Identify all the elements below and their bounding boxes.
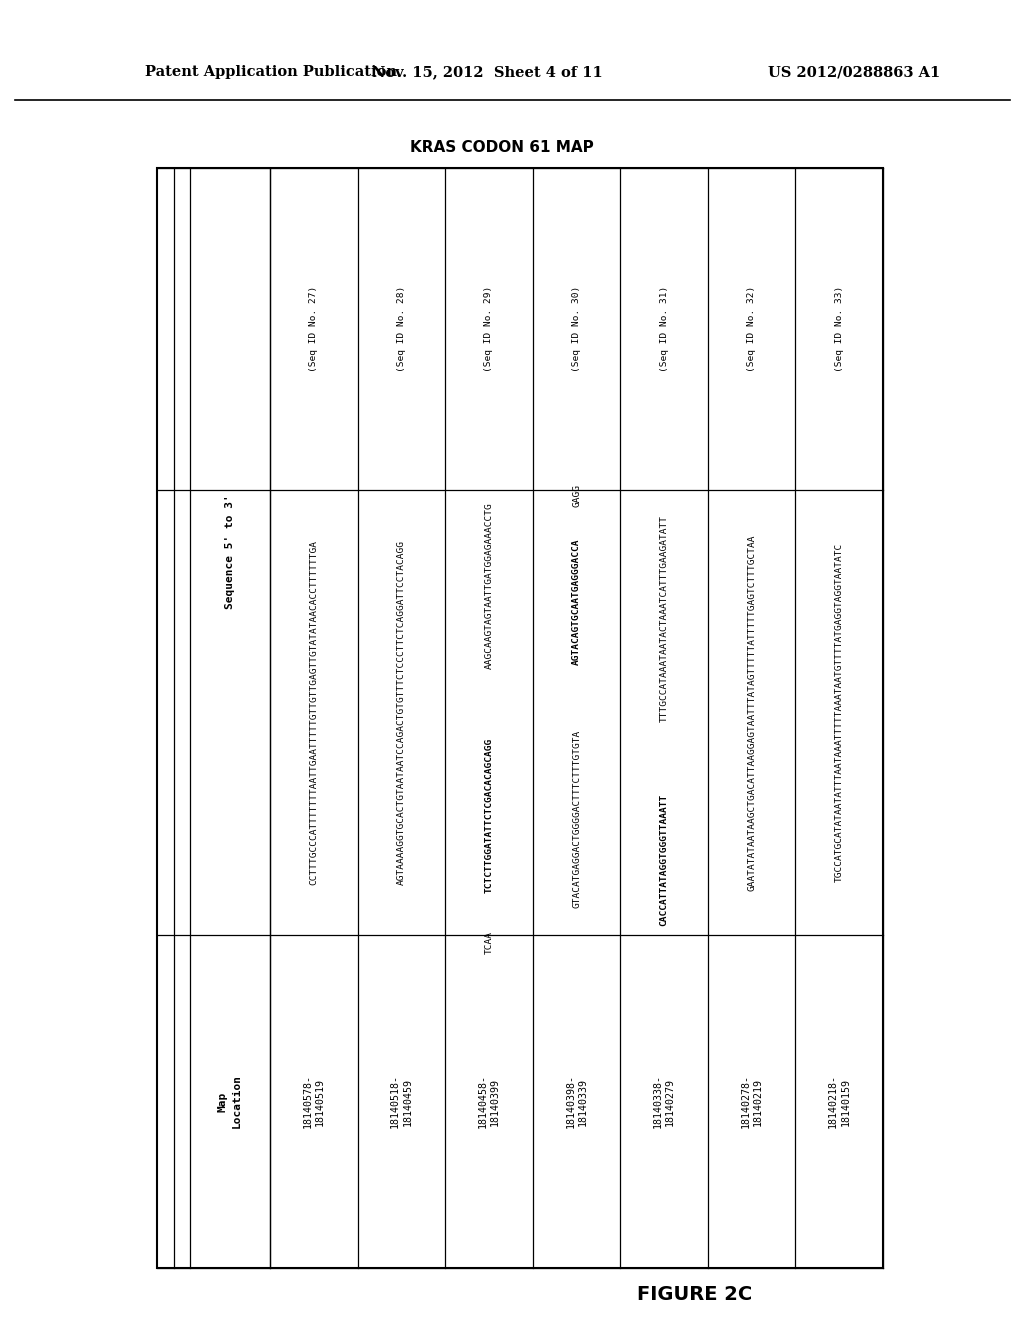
Text: 18140278-
18140219: 18140278- 18140219 (740, 1074, 763, 1129)
Text: Sequence 5' to 3': Sequence 5' to 3' (225, 494, 234, 609)
Text: 18140458-
18140399: 18140458- 18140399 (478, 1074, 500, 1129)
Text: GAATATATAATAAGCTGACATTAAGGAGTAATTTATAGTTTTTATTTTTGAGTCTTTGCTAA: GAATATATAATAAGCTGACATTAAGGAGTAATTTATAGTT… (748, 535, 756, 891)
Text: (Seq ID No. 32): (Seq ID No. 32) (748, 286, 756, 372)
Text: AGTACAGTGCAATGAGGGACCA: AGTACAGTGCAATGAGGGACCA (572, 539, 581, 665)
Text: AAGCAAGTAGTAATTGATGGAGAAACCTG: AAGCAAGTAGTAATTGATGGAGAAACCTG (484, 502, 494, 669)
Text: TCTCTTGGATATTCTCGACACAGCAGG: TCTCTTGGATATTCTCGACACAGCAGG (484, 738, 494, 892)
Text: GAGG: GAGG (572, 483, 581, 507)
Text: US 2012/0288863 A1: US 2012/0288863 A1 (768, 65, 940, 79)
Text: 18140518-
18140459: 18140518- 18140459 (390, 1074, 413, 1129)
Bar (157, 168, 883, 1269)
Text: TGCCATGCATATAATATTTAATAAATTTTTAAATAATGTTTTATGAGGTAGGTAATATC: TGCCATGCATATAATATTTAATAAATTTTTAAATAATGTT… (835, 543, 844, 882)
Text: (Seq ID No. 30): (Seq ID No. 30) (572, 286, 581, 372)
Text: 18140578-
18140519: 18140578- 18140519 (302, 1074, 325, 1129)
Text: AGTAAAAGGTGCACTGTAATAATCCAGACTGTGTTTCTCCCTTCTCAGGATTCCTACAGG: AGTAAAAGGTGCACTGTAATAATCCAGACTGTGTTTCTCC… (397, 540, 406, 884)
Text: Nov. 15, 2012  Sheet 4 of 11: Nov. 15, 2012 Sheet 4 of 11 (372, 65, 602, 79)
Text: TTTGCCATAAATAATACTAAATCATTTGAAGATATT: TTTGCCATAAATAATACTAAATCATTTGAAGATATT (659, 515, 669, 722)
Text: FIGURE 2C: FIGURE 2C (637, 1286, 753, 1304)
Text: TCAA: TCAA (484, 931, 494, 953)
Text: (Seq ID No. 28): (Seq ID No. 28) (397, 286, 406, 372)
Text: (Seq ID No. 33): (Seq ID No. 33) (835, 286, 844, 372)
Text: CCTTTGCCCATTTTTTTAATTGAATTTTTGTTGTTGAGTTGTATATAACACCTTTTTTGA: CCTTTGCCCATTTTTTTAATTGAATTTTTGTTGTTGAGTT… (309, 540, 318, 884)
Text: 18140338-
18140279: 18140338- 18140279 (653, 1074, 675, 1129)
Text: 18140218-
18140159: 18140218- 18140159 (828, 1074, 850, 1129)
Text: (Seq ID No. 31): (Seq ID No. 31) (659, 286, 669, 372)
Text: Patent Application Publication: Patent Application Publication (145, 65, 397, 79)
Text: CACCATTATAGGTGGGTTAAATT: CACCATTATAGGTGGGTTAAATT (659, 793, 669, 927)
Text: KRAS CODON 61 MAP: KRAS CODON 61 MAP (411, 140, 594, 156)
Text: 18140398-
18140339: 18140398- 18140339 (565, 1074, 588, 1129)
Text: (Seq ID No. 27): (Seq ID No. 27) (309, 286, 318, 372)
Text: Map
Location: Map Location (218, 1074, 242, 1129)
Text: (Seq ID No. 29): (Seq ID No. 29) (484, 286, 494, 372)
Text: GTACATGAGGACTGGGGACTTTCTTTGTGTA: GTACATGAGGACTGGGGACTTTCTTTGTGTA (572, 730, 581, 908)
